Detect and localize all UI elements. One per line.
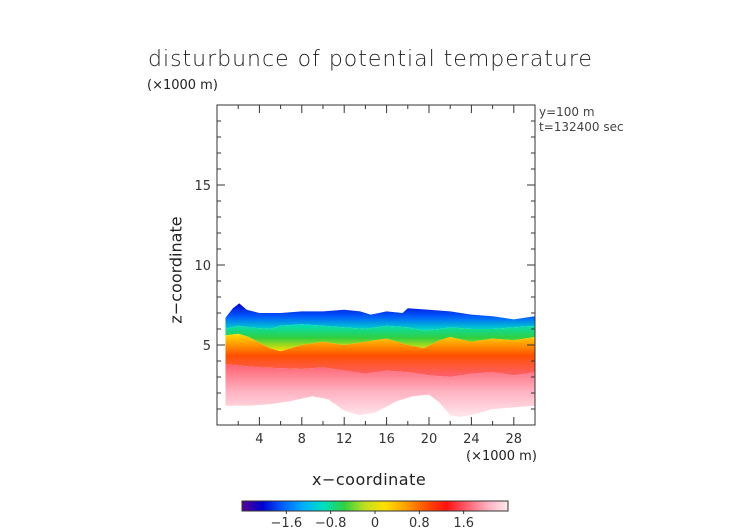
x-tick-label: 4 [255,432,263,447]
field-area [225,303,535,417]
x-tick-label: 20 [421,432,438,447]
colorbar-tick-label: −0.8 [315,516,347,531]
annotation-y: y=100 m [539,105,595,119]
y-tick-label: 5 [203,339,211,354]
colorbar [241,500,509,512]
x-tick-label: 24 [463,432,480,447]
x-axis-unit: (×1000 m) [466,449,537,464]
colorbar-tick-label: 1.6 [453,516,474,531]
x-tick-label: 12 [336,432,353,447]
info-annotations: y=100 m t=132400 sec [539,105,624,135]
colorbar-tick-label: 0.8 [409,516,430,531]
y-axis-unit: (×1000 m) [147,78,218,93]
field-band-3 [225,364,535,417]
field-band-2 [225,333,535,377]
x-tick-label: 8 [298,432,306,447]
y-tick-label: 10 [194,259,211,274]
colorbar-tick-label: 0 [371,516,379,531]
x-axis-label: x−coordinate [312,470,427,489]
field-band-1 [225,324,535,352]
x-tick-label: 16 [378,432,395,447]
field-band-0 [225,303,535,331]
colorbar-tick-label: −1.6 [271,516,303,531]
chart-title: disturbunce of potential temperature [148,47,593,72]
y-tick-label: 15 [194,179,211,194]
x-tick-label: 28 [506,432,523,447]
annotation-t: t=132400 sec [539,120,624,134]
